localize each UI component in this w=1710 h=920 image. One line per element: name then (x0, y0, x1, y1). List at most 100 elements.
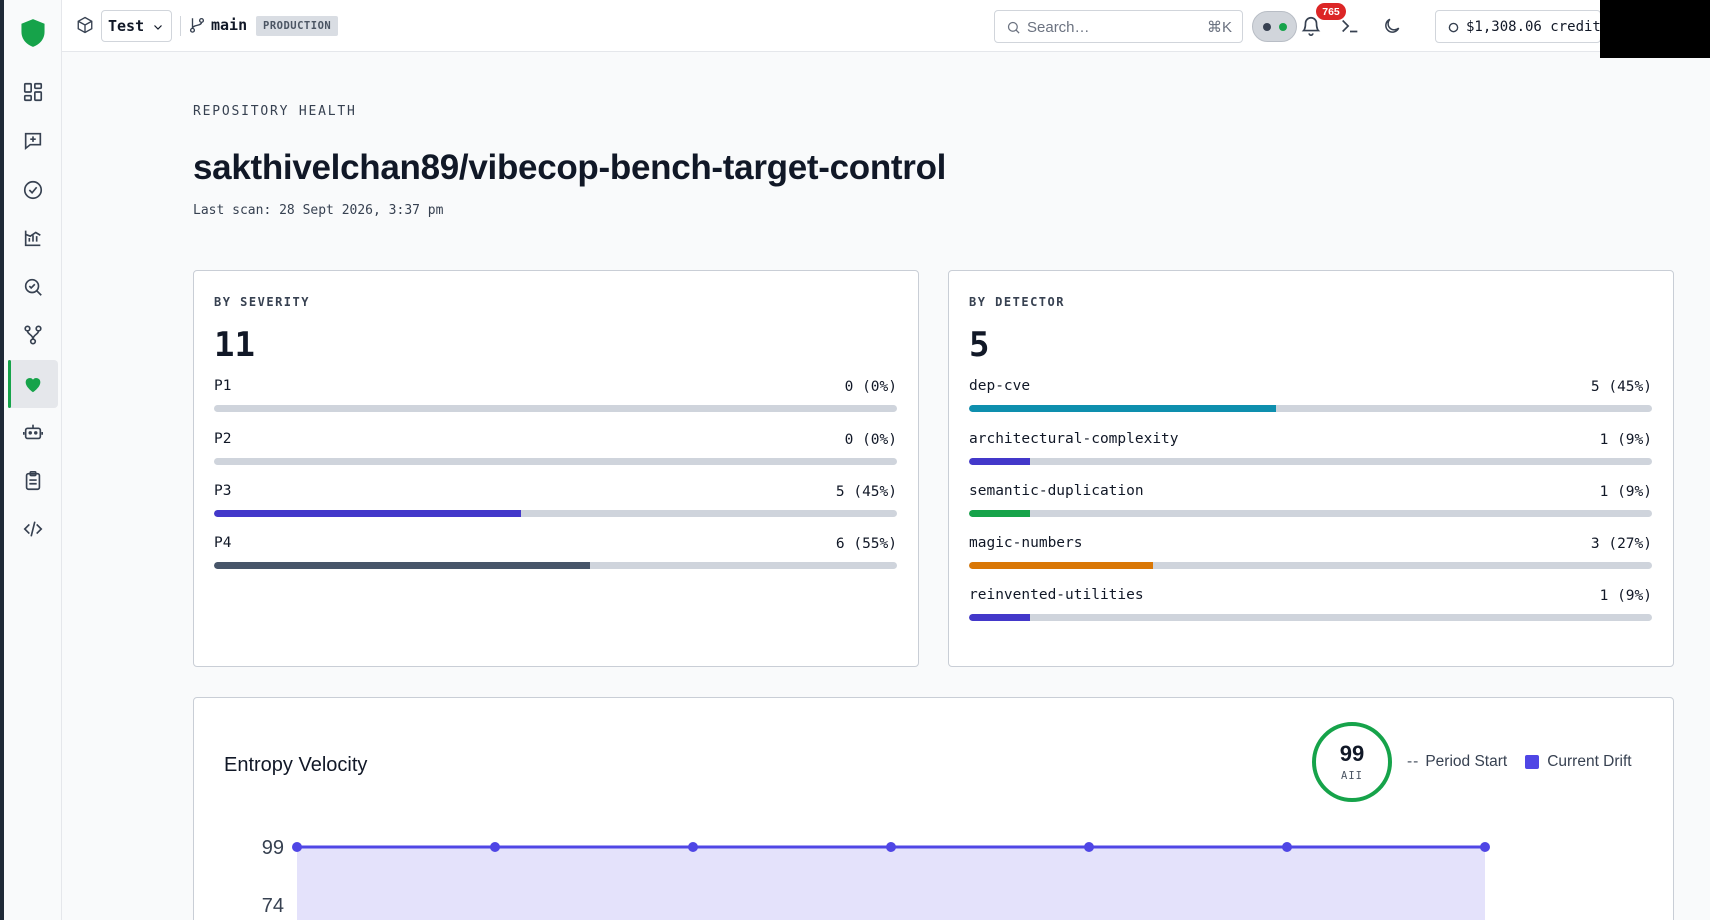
severity-row-value: 6 (55%) (835, 536, 897, 552)
status-dot-online (1278, 22, 1287, 31)
severity-row-value: 0 (0%) (844, 379, 897, 395)
severity-card: BY SEVERITY 11 P1 0 (0%) P2 0 (0%) P3 5 … (193, 270, 919, 667)
redaction-box (1600, 0, 1710, 58)
detector-bar-track (969, 510, 1652, 517)
dashboard-grid-icon (23, 82, 43, 102)
branch-name[interactable]: main (211, 16, 248, 34)
status-toggle[interactable] (1252, 11, 1297, 42)
aii-score-value: 99 (1339, 741, 1365, 766)
detector-row-name: magic-numbers (969, 535, 1083, 551)
sidebar-item-inspect[interactable] (8, 263, 58, 311)
theme-toggle[interactable] (1380, 14, 1404, 38)
detector-card-label: BY DETECTOR (969, 295, 1065, 309)
chart-point (292, 842, 302, 852)
detector-total: 5 (969, 325, 990, 365)
topbar-divider (180, 16, 181, 36)
detector-bar-fill (969, 458, 1031, 465)
sidebar (4, 0, 62, 920)
terminal-button[interactable] (1338, 14, 1362, 38)
detector-row-value: 5 (45%) (1590, 379, 1652, 395)
last-scan-timestamp: Last scan: 28 Sept 2026, 3:37 pm (193, 203, 444, 218)
severity-bar-track (214, 510, 897, 517)
sidebar-item-analytics[interactable] (8, 214, 58, 262)
chart-point (1084, 842, 1094, 852)
chart-icon (24, 230, 41, 247)
chart-y-tick-label: 74 (262, 895, 284, 917)
chart-point (490, 842, 500, 852)
detector-bar-fill (969, 405, 1277, 412)
aii-score-ring: 99 AII (1312, 722, 1392, 802)
severity-bar-track (214, 405, 897, 412)
sidebar-item-new-review[interactable] (8, 117, 58, 165)
sidebar-item-health[interactable] (8, 360, 58, 408)
legend-dash-icon: -- (1407, 753, 1420, 770)
detector-row-value: 1 (9%) (1599, 588, 1652, 604)
heart-icon (25, 378, 41, 393)
chart-point (886, 842, 896, 852)
message-plus-icon (24, 132, 42, 151)
bell-icon (1301, 17, 1321, 36)
severity-row-name: P2 (214, 431, 232, 447)
detector-bar-fill (969, 614, 1031, 621)
detector-bar-fill (969, 562, 1154, 569)
severity-bar-fill (214, 562, 590, 569)
sidebar-item-checks[interactable] (8, 166, 58, 214)
severity-card-label: BY SEVERITY (214, 295, 310, 309)
search-check-icon (24, 278, 42, 296)
detector-bar-track (969, 562, 1652, 569)
sidebar-item-reports[interactable] (8, 457, 58, 505)
chart-point (1282, 842, 1292, 852)
sidebar-item-code[interactable] (8, 505, 58, 553)
moon-icon (1385, 18, 1400, 33)
notifications-button[interactable] (1299, 14, 1323, 38)
chart-area-fill (297, 847, 1485, 920)
entropy-chart: 99 74 (262, 837, 1490, 920)
window-edge (0, 0, 4, 920)
severity-row-value: 0 (0%) (844, 432, 897, 448)
search-box[interactable]: ⌘K (994, 10, 1243, 43)
notification-count-badge: 765 (1316, 3, 1346, 20)
chart-y-tick-label: 99 (262, 837, 284, 859)
top-bar: Test main PRODUCTION ⌘K 765 $1,308.06 cr… (62, 0, 1710, 52)
severity-bar-track (214, 458, 897, 465)
detector-row-name: architectural-complexity (969, 431, 1179, 447)
detector-bar-fill (969, 510, 1031, 517)
sidebar-item-dashboard[interactable] (8, 68, 58, 116)
legend-current-drift: Current Drift (1547, 753, 1632, 770)
project-label: Test (108, 17, 145, 35)
chart-point (688, 842, 698, 852)
terminal-icon (1342, 19, 1358, 33)
entropy-chart-title: Entropy Velocity (224, 754, 368, 776)
search-input[interactable] (1027, 17, 1197, 37)
sidebar-item-agents[interactable] (8, 408, 58, 456)
detector-row-value: 1 (9%) (1599, 484, 1652, 500)
git-fork-icon (24, 325, 42, 345)
status-dot-offline (1262, 22, 1271, 31)
detector-bar-track (969, 614, 1652, 621)
legend-period-start: Period Start (1425, 753, 1508, 770)
project-select[interactable]: Test (101, 10, 172, 42)
severity-total: 11 (214, 325, 255, 365)
detector-card: BY DETECTOR 5 dep-cve 5 (45%) architectu… (948, 270, 1674, 667)
severity-row-name: P1 (214, 378, 232, 394)
coin-icon (1448, 22, 1459, 33)
sidebar-item-integrations[interactable] (8, 311, 58, 359)
chevron-down-icon (154, 25, 162, 30)
severity-row-value: 5 (45%) (835, 484, 897, 500)
detector-row-value: 1 (9%) (1599, 432, 1652, 448)
clipboard-icon (25, 471, 41, 491)
page-title: sakthivelchan89/vibecop-bench-target-con… (193, 148, 947, 187)
severity-row-name: P4 (214, 535, 232, 551)
detector-bar-track (969, 405, 1652, 412)
search-icon (1007, 21, 1020, 34)
page-eyebrow: REPOSITORY HEALTH (193, 104, 357, 119)
credits-button[interactable]: $1,308.06 credits (1435, 10, 1601, 43)
credits-amount: $1,308.06 credits (1466, 18, 1601, 35)
shield-icon[interactable] (19, 18, 47, 48)
git-branch-icon (189, 17, 205, 33)
detector-row-name: reinvented-utilities (969, 587, 1144, 603)
detector-row-value: 3 (27%) (1590, 536, 1652, 552)
check-circle-icon (23, 180, 43, 200)
entropy-velocity-card: Entropy Velocity 99 AII -- Period Start … (193, 697, 1674, 920)
search-shortcut: ⌘K (1206, 19, 1232, 36)
